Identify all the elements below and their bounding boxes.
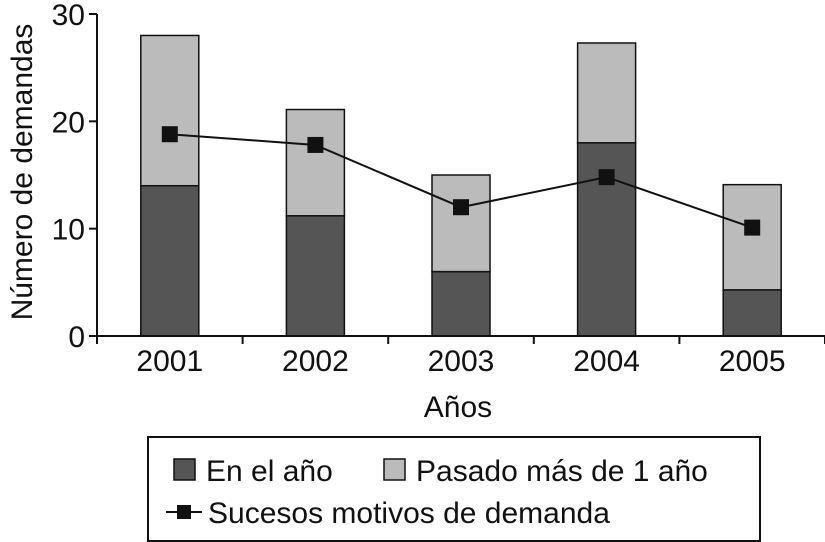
legend-label-sucesos: Sucesos motivos de demanda — [208, 497, 610, 530]
legend-label-pasado: Pasado más de 1 año — [416, 455, 708, 488]
legend-swatch-pasado — [383, 458, 406, 481]
line-markers — [161, 126, 761, 236]
bar-segment-pasado — [285, 108, 346, 217]
legend-swatch-en-el-ano — [173, 458, 196, 481]
line-point — [161, 126, 178, 143]
plot-area — [140, 34, 782, 337]
bar-segment-en-el-ano — [140, 184, 200, 337]
line-point — [453, 199, 469, 216]
line-point — [307, 136, 324, 153]
legend-label-en-el-ano: En el año — [206, 455, 333, 488]
bar-segment-en-el-ano — [722, 289, 782, 337]
x-tick-label: 2001 — [136, 345, 203, 378]
bar-segment-en-el-ano — [285, 215, 346, 337]
y-tick-label: 20 — [52, 106, 85, 139]
x-tick-label: 2004 — [573, 345, 640, 378]
x-tick-label: 2002 — [282, 345, 349, 378]
bar-segment-pasado — [576, 42, 637, 144]
legend-marker-sucesos — [177, 505, 191, 519]
bar-segment-pasado — [431, 174, 491, 273]
line-point — [598, 169, 615, 186]
line-point — [744, 219, 761, 236]
bar-segment-en-el-ano — [431, 270, 491, 337]
x-tick-label: 2005 — [719, 345, 786, 378]
bar-segment-pasado — [140, 34, 200, 187]
y-ticks: 0 10 20 30 — [52, 0, 97, 354]
y-tick-label: 0 — [68, 321, 85, 354]
x-axis-title: Años — [424, 391, 492, 424]
y-tick-label: 10 — [52, 214, 85, 247]
bars — [140, 34, 782, 337]
legend-box — [147, 436, 761, 542]
x-ticks: 2001 2002 2003 2004 2005 — [96, 336, 825, 378]
legend: En el año Pasado más de 1 año Sucesos mo… — [147, 436, 761, 542]
x-tick-label: 2003 — [428, 345, 495, 378]
bar-segment-pasado — [722, 183, 782, 291]
y-tick-label: 30 — [52, 0, 85, 32]
y-axis-title: Número de demandas — [6, 24, 39, 321]
